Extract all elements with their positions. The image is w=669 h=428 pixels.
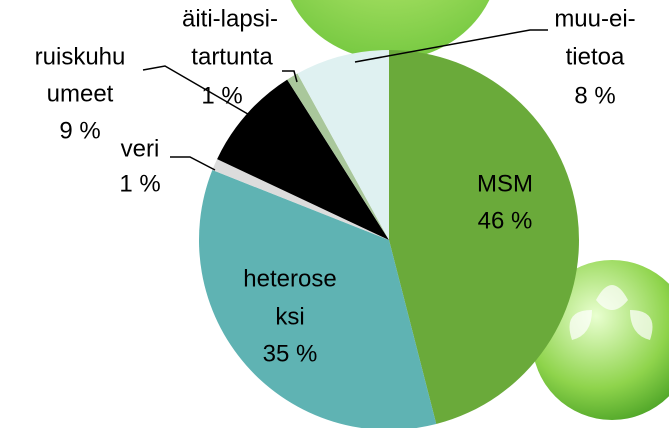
pie-slice — [212, 159, 389, 240]
slice-label: veri — [121, 135, 160, 162]
slice-label: MSM — [477, 170, 533, 197]
pie — [199, 50, 580, 428]
value-label: 9 % — [59, 117, 100, 144]
slice-label: heterose — [243, 265, 336, 292]
slice-label: tietoa — [566, 43, 625, 70]
value-label: 35 % — [263, 340, 318, 367]
slice-label: ruiskuhu — [35, 43, 126, 70]
slice-label: umeet — [47, 80, 114, 107]
leader-line — [170, 156, 216, 171]
pie-slice — [199, 170, 437, 428]
leader-line — [354, 29, 548, 63]
slice-label: muu-ei- — [554, 5, 635, 32]
slice-label: tartunta — [191, 43, 273, 70]
slice-label: ksi — [275, 303, 304, 330]
pie-slice — [297, 50, 389, 240]
pie-slice — [217, 79, 389, 240]
pie-slice — [287, 73, 389, 240]
value-label: 1 % — [119, 170, 160, 197]
value-label: 46 % — [478, 207, 533, 234]
value-label: 1 % — [201, 82, 242, 109]
leader-line — [142, 65, 254, 118]
slice-label: äiti-lapsi- — [182, 5, 278, 32]
value-label: 8 % — [574, 82, 615, 109]
leader-line — [282, 70, 298, 83]
decor-circle — [290, 0, 490, 60]
decor-leaf — [569, 285, 653, 340]
pie-slice — [389, 50, 580, 425]
